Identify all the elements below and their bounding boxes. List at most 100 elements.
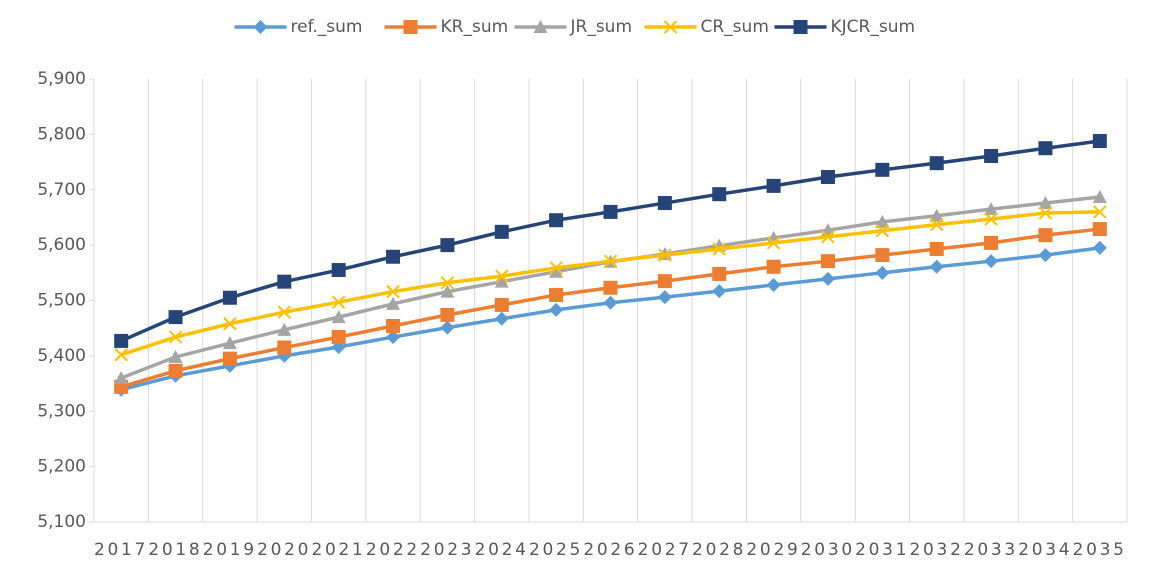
marker [984, 235, 999, 250]
marker [929, 242, 944, 257]
series-line [120, 246, 1101, 392]
marker [1038, 196, 1053, 210]
marker [820, 254, 835, 269]
x-tick-label: 2031 [855, 540, 909, 560]
marker [440, 276, 455, 290]
marker [168, 349, 183, 363]
marker [494, 224, 509, 239]
marker [875, 224, 890, 238]
marker [1038, 206, 1053, 220]
legend-label: KR_sum [441, 17, 509, 37]
x-tick-label: 2026 [583, 540, 637, 560]
marker [1093, 205, 1107, 219]
marker [821, 230, 835, 244]
x-tick-label: 2030 [801, 540, 855, 560]
marker [440, 238, 455, 253]
marker [386, 318, 401, 333]
marker [984, 254, 999, 269]
legend-label: JR_sum [570, 17, 633, 37]
y-tick-label: 5,600 [37, 235, 86, 255]
marker [1038, 248, 1053, 263]
legend-item: JR_sum [514, 17, 633, 37]
marker [440, 307, 455, 322]
x-tick-label: 2035 [1073, 540, 1127, 560]
marker [984, 148, 999, 163]
marker [494, 274, 509, 288]
marker [549, 302, 564, 317]
marker [712, 187, 727, 202]
marker [603, 204, 618, 219]
marker [875, 265, 890, 280]
legend-item: KJCR_sum [774, 17, 916, 37]
x-tick-label: 2023 [420, 540, 474, 560]
series-line [120, 139, 1101, 343]
marker [929, 208, 944, 222]
y-tick-label: 5,800 [37, 124, 86, 144]
legend-item: CR_sum [644, 17, 769, 37]
marker [114, 348, 128, 362]
marker [929, 156, 944, 171]
marker [168, 330, 183, 344]
marker [222, 351, 237, 366]
marker [403, 20, 418, 34]
marker [114, 333, 129, 348]
x-tick-label: 2019 [203, 540, 257, 560]
legend-item: ref._sum [234, 17, 363, 37]
marker [766, 178, 781, 193]
marker [875, 214, 890, 228]
marker [386, 249, 401, 264]
marker [168, 310, 183, 325]
marker [984, 212, 998, 226]
legend-label: CR_sum [701, 17, 769, 37]
marker [1092, 222, 1107, 237]
marker [657, 290, 672, 305]
y-tick-label: 5,500 [37, 291, 86, 311]
x-tick-label: 2018 [148, 540, 202, 560]
marker [1038, 228, 1053, 243]
marker [277, 322, 292, 336]
marker [984, 202, 999, 216]
marker [549, 213, 564, 228]
y-tick-label: 5,200 [37, 457, 86, 477]
legend-item: KR_sum [384, 17, 509, 37]
marker [533, 20, 548, 33]
y-tick-label: 5,700 [37, 180, 86, 200]
legend-label: ref._sum [291, 17, 363, 37]
x-tick-label: 2025 [529, 540, 583, 560]
marker [331, 263, 346, 278]
marker [929, 259, 944, 274]
marker [222, 290, 237, 305]
marker [331, 330, 346, 345]
marker [222, 336, 237, 350]
marker [277, 274, 292, 289]
marker [223, 317, 237, 331]
marker [1038, 141, 1053, 156]
x-tick-label: 2034 [1018, 540, 1072, 560]
x-tick-label: 2022 [366, 540, 420, 560]
marker [440, 284, 455, 298]
marker [549, 264, 564, 278]
legend-label: KJCR_sum [831, 17, 916, 37]
y-tick-label: 5,300 [37, 401, 86, 421]
x-tick-label: 2028 [692, 540, 746, 560]
x-tick-label: 2020 [257, 540, 311, 560]
x-tick-label: 2033 [964, 540, 1018, 560]
x-tick-label: 2024 [475, 540, 529, 560]
marker [658, 248, 672, 262]
marker [549, 287, 564, 302]
marker [820, 170, 835, 185]
marker [657, 196, 672, 211]
marker [331, 310, 346, 324]
marker [1092, 240, 1107, 255]
y-tick-label: 5,900 [37, 69, 86, 89]
marker [712, 266, 727, 281]
y-tick-label: 5,100 [37, 512, 86, 532]
marker [168, 363, 183, 378]
marker [1092, 134, 1107, 149]
marker [1092, 189, 1107, 203]
marker [114, 371, 129, 385]
marker [440, 320, 455, 335]
marker [766, 277, 781, 292]
marker [495, 269, 509, 283]
